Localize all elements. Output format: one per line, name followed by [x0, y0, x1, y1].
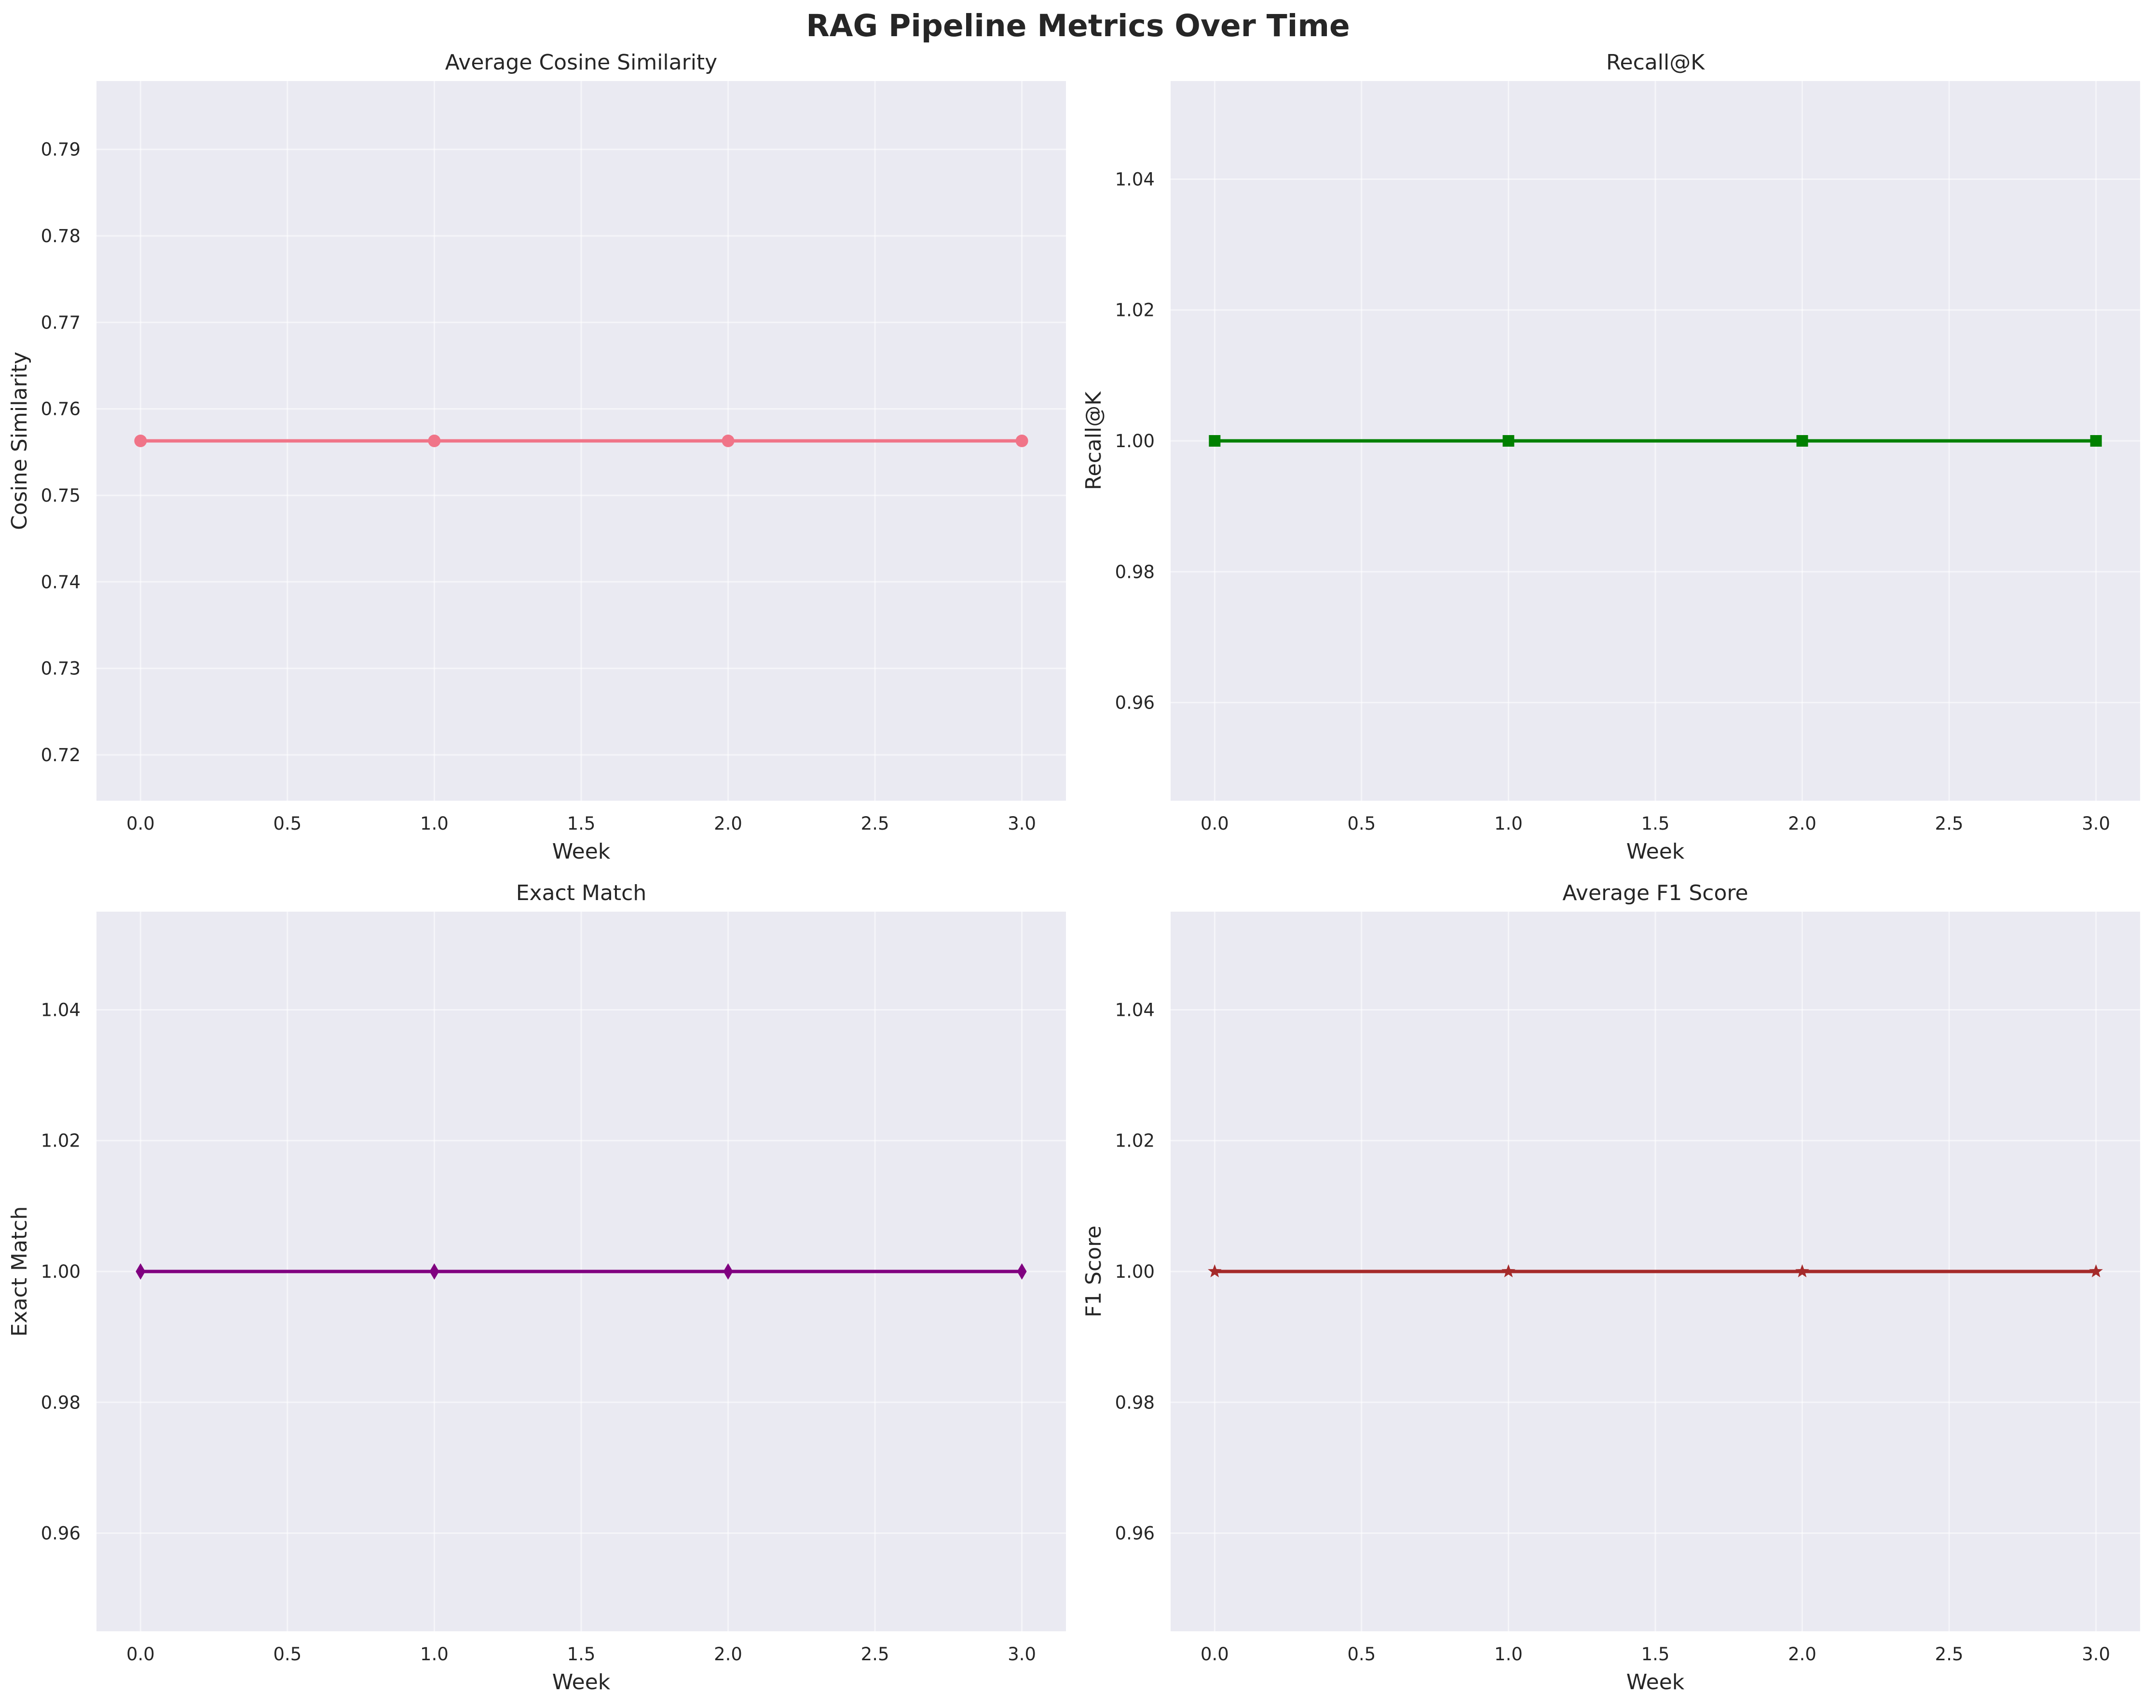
- x-tick-label: 3.0: [1008, 1644, 1036, 1665]
- subplot-2: 0.0 0.5 1.0 1.5 2.0 2.5 3.0 0.96 0.98 1.00 1.02 1.0…: [1081, 50, 2140, 864]
- data-point: [2089, 1264, 2103, 1278]
- data-point: [722, 435, 735, 447]
- x-tick-label: 0.0: [126, 813, 155, 834]
- x-axis-label: Week: [1626, 1670, 1685, 1694]
- x-tick-label: 2.5: [861, 1644, 889, 1665]
- y-axis-label: Recall@K: [1081, 391, 1106, 490]
- y-tick-label: 0.72: [41, 745, 81, 765]
- y-axis-label: Cosine Similarity: [7, 352, 32, 530]
- x-tick-label: 2.5: [861, 813, 889, 834]
- y-tick-label: 0.75: [41, 485, 81, 506]
- y-tick-label: 0.77: [41, 312, 81, 333]
- y-tick-label: 1.04: [41, 999, 81, 1020]
- y-tick-label: 0.76: [41, 399, 81, 420]
- x-tick-label: 3.0: [2082, 1644, 2110, 1665]
- data-point: [1208, 1264, 1222, 1278]
- y-tick-label: 1.00: [41, 1261, 81, 1282]
- x-tick-label: 3.0: [1008, 813, 1036, 834]
- subplot-title: Exact Match: [516, 881, 647, 905]
- y-tick-label: 0.98: [1115, 1392, 1155, 1413]
- data-point: [134, 435, 147, 447]
- data-point: [1502, 435, 1515, 447]
- x-axis-label: Week: [1626, 839, 1685, 864]
- x-tick-label: 0.5: [1347, 813, 1376, 834]
- y-tick-label: 1.02: [41, 1131, 81, 1151]
- x-tick-label: 0.5: [273, 813, 301, 834]
- subplot-1: 0.0 0.5 1.0 1.5 2.0 2.5 3.0 0.72 0.73 0.74 0.75 0.7…: [7, 50, 1066, 864]
- y-axis-label: F1 Score: [1081, 1226, 1106, 1318]
- x-tick-label: 1.5: [1641, 813, 1670, 834]
- y-tick-label: 0.79: [41, 139, 81, 160]
- data-point: [429, 1263, 439, 1280]
- data-point: [1501, 1264, 1515, 1278]
- x-tick-label: 0.0: [1201, 1644, 1229, 1665]
- subplot-title: Average F1 Score: [1562, 881, 1748, 905]
- y-tick-label: 0.98: [1115, 561, 1155, 582]
- x-tick-label: 1.0: [420, 813, 449, 834]
- y-tick-label: 0.96: [1115, 693, 1155, 713]
- data-point: [1796, 435, 1808, 447]
- subplots: 0.0 0.5 1.0 1.5 2.0 2.5 3.0 0.72 0.73 0.74 0.75 0.7…: [7, 50, 2140, 1694]
- x-tick-label: 1.0: [1494, 1644, 1523, 1665]
- x-tick-label: 1.5: [1641, 1644, 1670, 1665]
- y-tick-label: 1.02: [1115, 1131, 1155, 1151]
- x-tick-label: 2.0: [1788, 1644, 1816, 1665]
- data-point: [1795, 1264, 1809, 1278]
- y-tick-label: 1.00: [1115, 431, 1155, 451]
- x-axis-label: Week: [552, 839, 611, 864]
- y-tick-label: 0.96: [41, 1523, 81, 1544]
- x-tick-label: 2.5: [1935, 813, 1964, 834]
- subplot-3: 0.0 0.5 1.0 1.5 2.0 2.5 3.0 0.96 0.98 1.00 1.02 1.0…: [7, 881, 1066, 1694]
- x-tick-label: 1.5: [567, 813, 596, 834]
- y-axis-label: Exact Match: [7, 1206, 32, 1337]
- x-axis-label: Week: [552, 1670, 611, 1694]
- x-tick-label: 0.0: [1201, 813, 1229, 834]
- x-tick-label: 1.0: [1494, 813, 1523, 834]
- data-point: [2090, 435, 2102, 447]
- y-tick-label: 0.73: [41, 658, 81, 679]
- subplot-title: Recall@K: [1606, 50, 1705, 75]
- x-tick-label: 1.5: [567, 1644, 596, 1665]
- y-tick-label: 1.04: [1115, 999, 1155, 1020]
- x-tick-label: 0.5: [1347, 1644, 1376, 1665]
- y-tick-label: 0.96: [1115, 1523, 1155, 1544]
- x-tick-label: 1.0: [420, 1644, 449, 1665]
- x-tick-label: 0.5: [273, 1644, 301, 1665]
- data-point: [723, 1263, 733, 1280]
- y-tick-label: 1.04: [1115, 169, 1155, 190]
- subplot-4: 0.0 0.5 1.0 1.5 2.0 2.5 3.0 0.96 0.98 1.00 1.02 1.0…: [1081, 881, 2140, 1694]
- data-point: [428, 435, 441, 447]
- x-tick-label: 2.0: [714, 813, 742, 834]
- x-tick-label: 2.0: [1788, 813, 1816, 834]
- y-tick-label: 1.00: [1115, 1261, 1155, 1282]
- data-point: [1015, 435, 1028, 447]
- x-tick-label: 2.0: [714, 1644, 742, 1665]
- data-point: [136, 1263, 146, 1280]
- y-tick-label: 0.98: [41, 1392, 81, 1413]
- x-tick-label: 3.0: [2082, 813, 2110, 834]
- x-tick-label: 2.5: [1935, 1644, 1964, 1665]
- y-tick-label: 0.74: [41, 572, 81, 592]
- data-point: [1209, 435, 1221, 447]
- figure-title: RAG Pipeline Metrics Over Time: [806, 8, 1350, 43]
- subplot-title: Average Cosine Similarity: [445, 50, 717, 75]
- y-tick-label: 0.78: [41, 226, 81, 246]
- x-tick-label: 0.0: [126, 1644, 155, 1665]
- data-point: [1017, 1263, 1027, 1280]
- y-tick-label: 1.02: [1115, 300, 1155, 321]
